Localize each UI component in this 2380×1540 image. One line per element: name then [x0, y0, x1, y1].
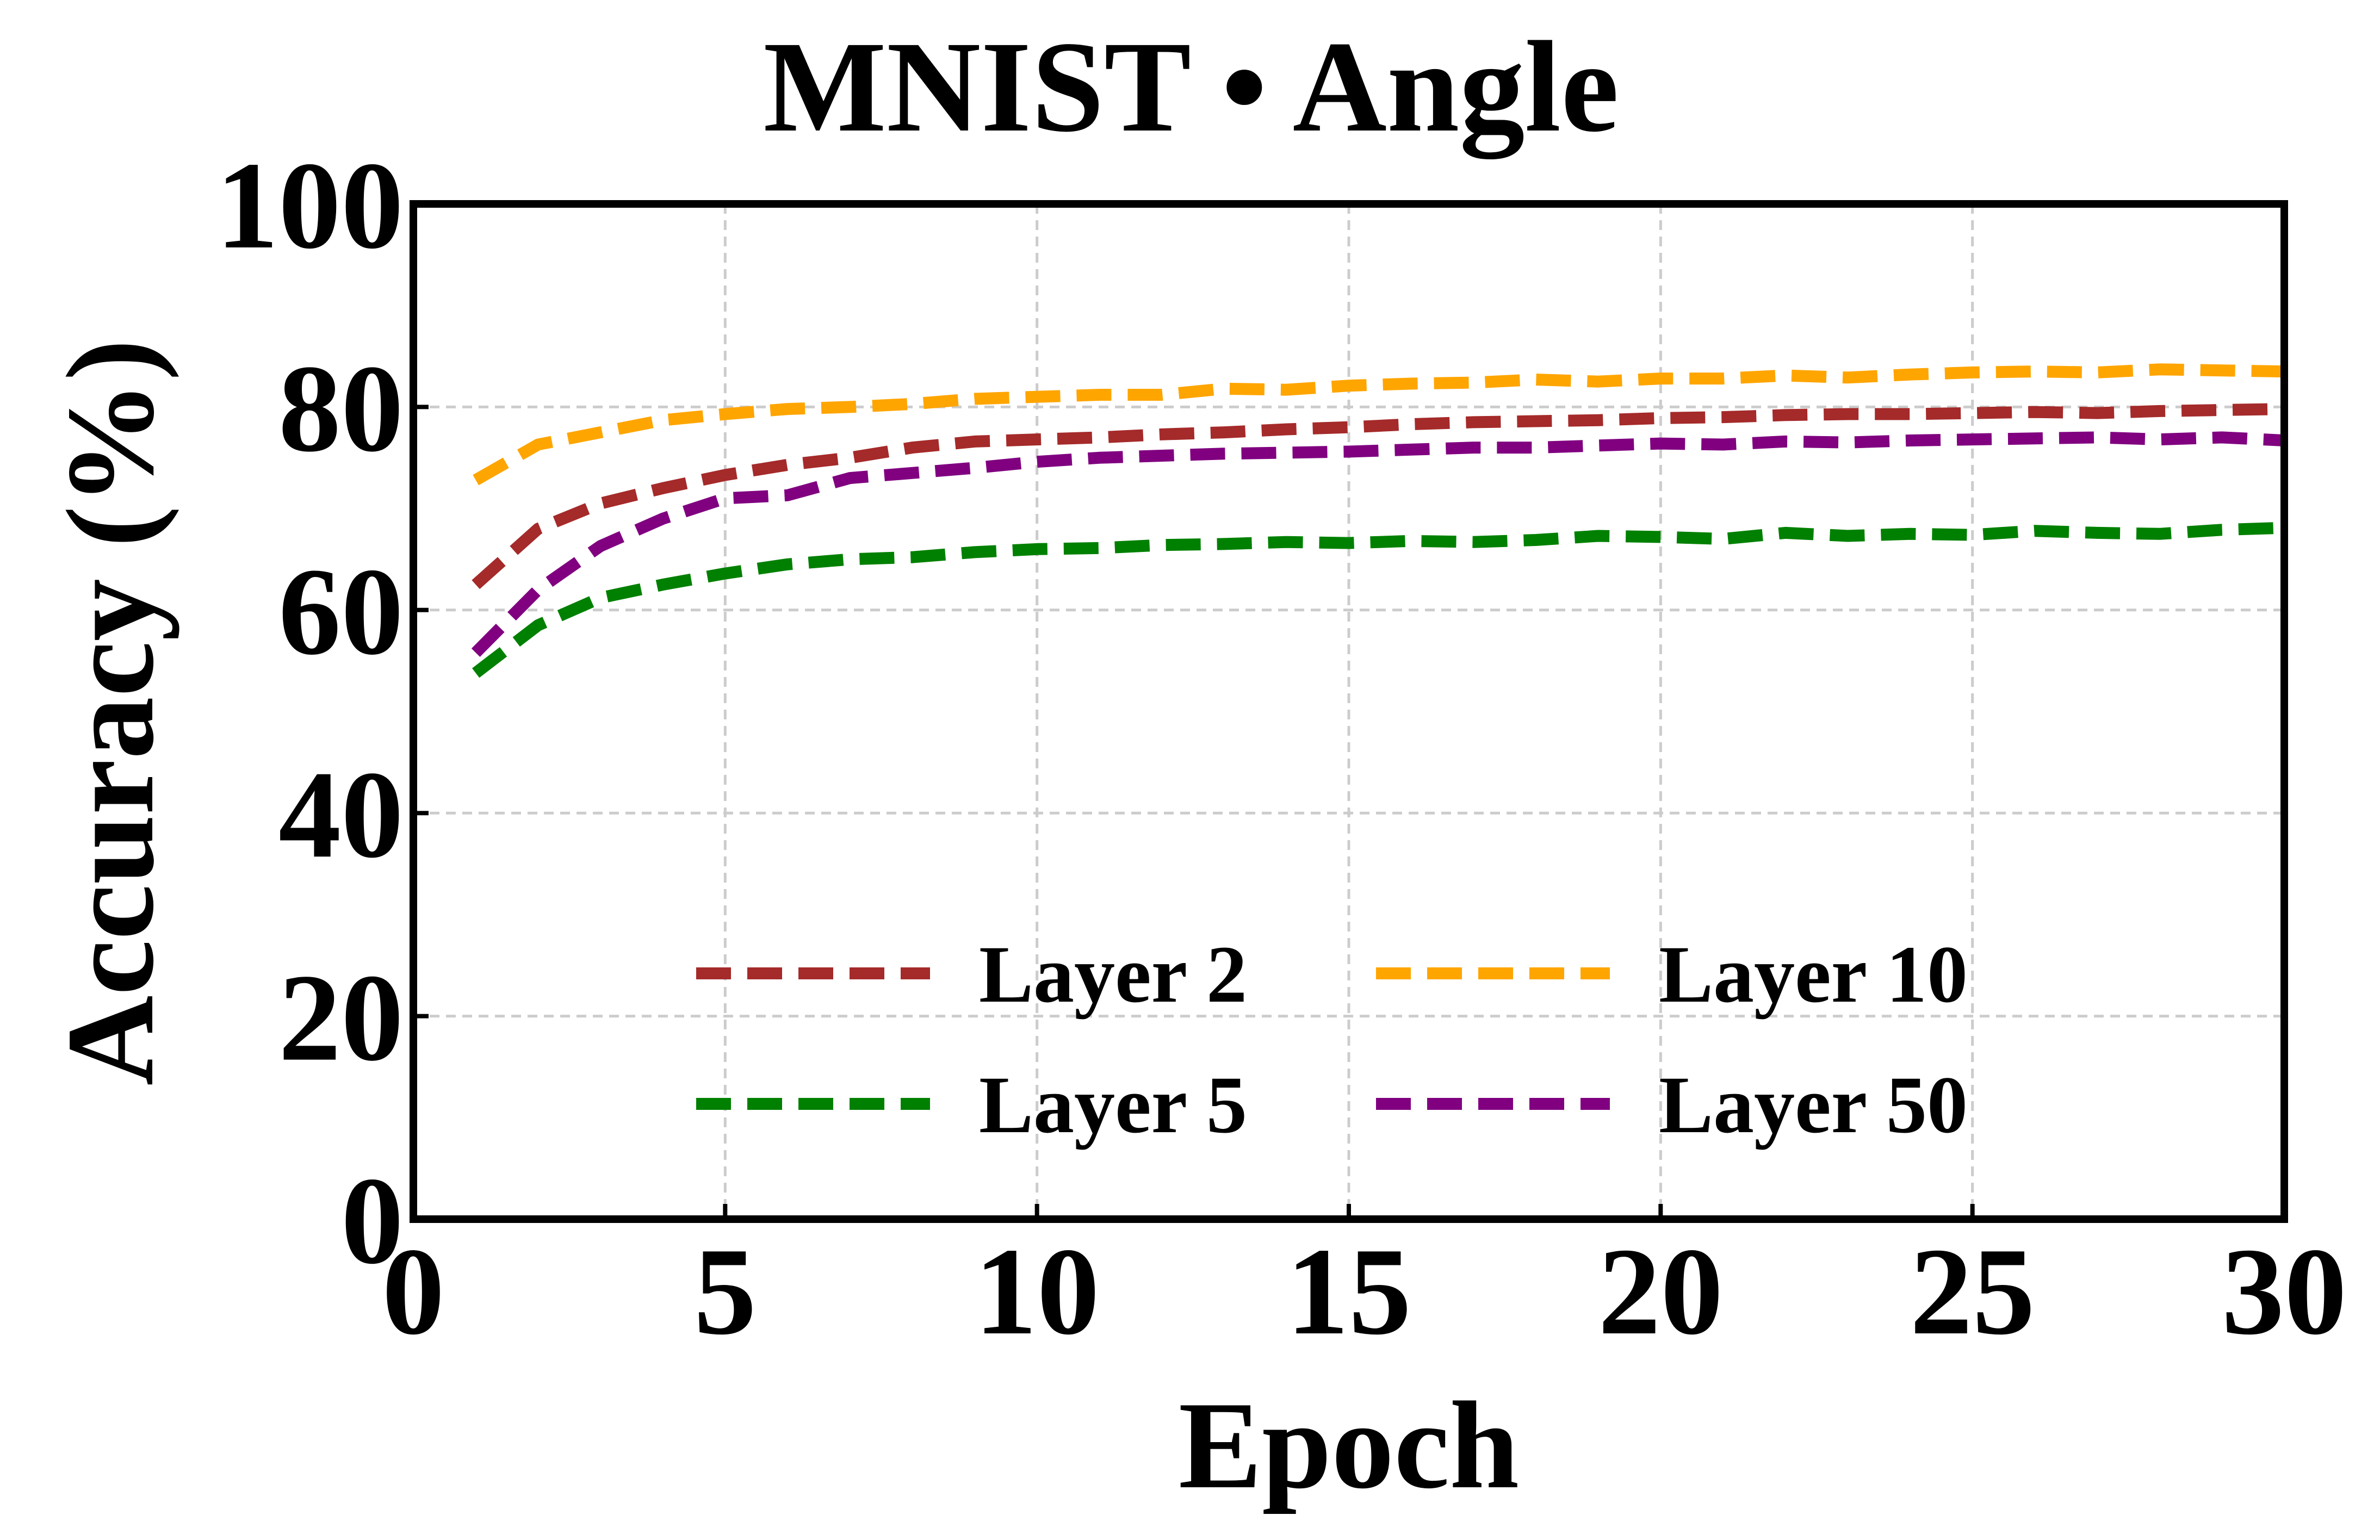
x-tick-label: 30 — [2222, 1222, 2347, 1361]
legend-label-layer-50: Layer 50 — [1659, 1060, 1968, 1150]
legend-label-layer-2: Layer 2 — [979, 929, 1247, 1020]
y-tick-label: 80 — [278, 339, 404, 477]
y-tick-label: 20 — [278, 948, 404, 1087]
x-axis-label: Epoch — [1179, 1376, 1519, 1514]
y-tick-label: 60 — [278, 542, 404, 681]
series-line-layer-10 — [473, 363, 2285, 486]
series-line-layer-5 — [472, 521, 2285, 678]
series-line-layer-2 — [472, 403, 2285, 589]
x-tick-label: 20 — [1598, 1222, 1723, 1361]
x-tick-label: 10 — [975, 1222, 1100, 1361]
axis-ticks — [411, 202, 2286, 1221]
series-group — [471, 363, 2285, 678]
y-tick-label: 0 — [341, 1151, 404, 1290]
x-tick-label: 5 — [694, 1222, 757, 1361]
x-tick-label: 25 — [1910, 1222, 2035, 1361]
series-line-layer-50 — [471, 431, 2285, 657]
y-tick-label: 100 — [216, 136, 404, 275]
x-tick-label: 15 — [1286, 1222, 1411, 1361]
y-axis-label: Accuracy (%) — [41, 339, 179, 1085]
legend-label-layer-10: Layer 10 — [1659, 929, 1968, 1020]
y-tick-label: 40 — [278, 745, 404, 884]
legend-label-layer-5: Layer 5 — [979, 1060, 1247, 1150]
chart-title: MNIST • Angle — [763, 14, 1619, 159]
tick-labels: 0 5 10 15 20 25 30 0 20 40 60 80 100 — [216, 136, 2347, 1361]
legend: Layer 2 Layer 10 Layer 5 Layer 50 — [696, 929, 1968, 1150]
grid — [413, 204, 2284, 1219]
x-tick-label: 0 — [382, 1222, 445, 1361]
